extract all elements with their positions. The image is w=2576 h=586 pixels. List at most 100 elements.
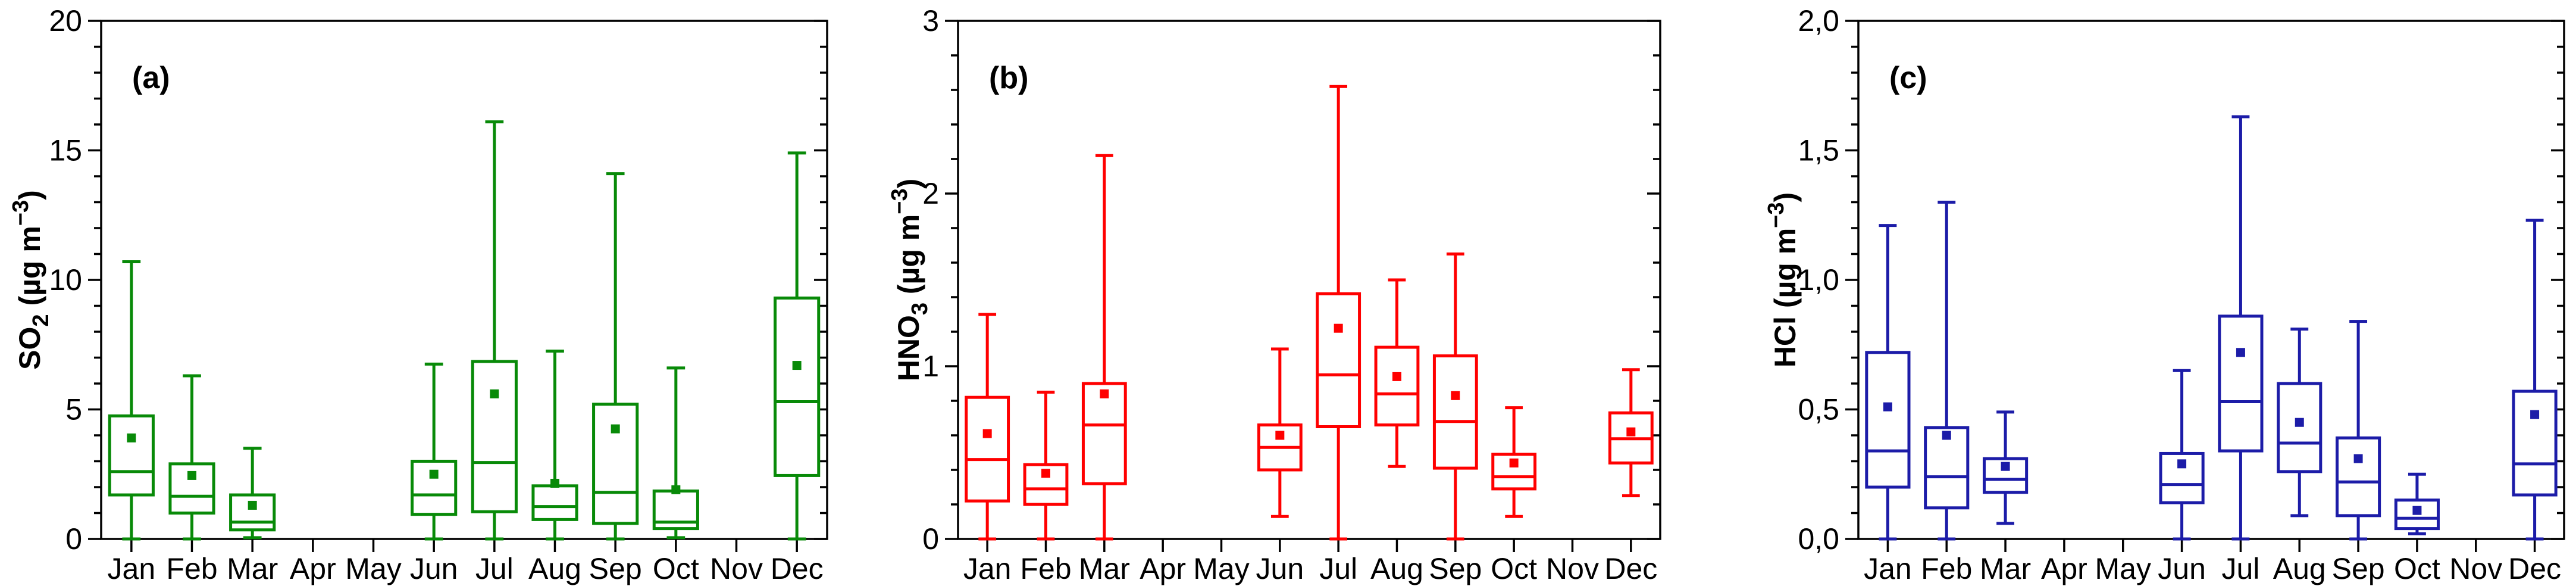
panel-letter: (c) xyxy=(1889,61,1927,95)
x-tick-label-mar: Mar xyxy=(1079,552,1130,585)
iqr-box xyxy=(229,493,276,532)
mean-marker xyxy=(187,470,196,480)
x-tick-label-jan: Jan xyxy=(963,552,1012,585)
iqr-box xyxy=(1081,382,1127,485)
plot-frame xyxy=(957,20,1661,540)
x-tick-label-jul: Jul xyxy=(2221,552,2259,585)
boxplot-feb xyxy=(1924,201,1970,541)
mean-marker xyxy=(1942,431,1951,440)
mean-marker xyxy=(550,478,559,488)
boxplot-dec xyxy=(1608,368,1654,497)
mean-marker xyxy=(2001,462,2010,471)
boxplot-jul xyxy=(1316,85,1361,541)
iqr-box xyxy=(2512,389,2558,497)
boxplot-feb xyxy=(1023,391,1069,541)
x-tick-label-jan: Jan xyxy=(108,552,156,585)
mean-marker xyxy=(982,429,992,438)
panel-a-so2-chart: 0 5 10 15 20 Jan Feb Mar Apr May Jun Jul Aug Sep Oct No… xyxy=(8,4,828,585)
boxplot-jun xyxy=(2159,369,2205,541)
boxplot-dec xyxy=(774,151,821,541)
x-tick-label-sep: Sep xyxy=(1429,552,1482,585)
x-tick-label-jun: Jun xyxy=(1256,552,1304,585)
x-tick-label-dec: Dec xyxy=(771,552,824,585)
boxplot-jul xyxy=(2218,115,2264,541)
x-tick-label-mar: Mar xyxy=(1980,552,2031,585)
boxplot-dec xyxy=(2512,219,2558,541)
iqr-box xyxy=(1316,292,1361,429)
x-axis: Jan Feb Mar Apr May Jun Jul Aug Sep Oct Nov Dec xyxy=(1864,539,2561,585)
mean-marker xyxy=(1392,372,1401,381)
mean-marker xyxy=(1883,402,1892,412)
x-tick-label-aug: Aug xyxy=(2273,552,2326,585)
x-tick-label-oct: Oct xyxy=(2394,552,2440,585)
x-tick-label-aug: Aug xyxy=(1370,552,1423,585)
x-tick-label-feb: Feb xyxy=(1020,552,1071,585)
boxplot-feb xyxy=(168,374,215,541)
boxplot-oct xyxy=(1491,406,1537,518)
y-tick-label: 0 xyxy=(65,522,82,556)
boxplot-sep xyxy=(592,172,639,541)
mean-marker xyxy=(1275,431,1285,440)
iqr-box xyxy=(471,360,518,513)
x-tick-label-jul: Jul xyxy=(475,552,514,585)
mean-marker xyxy=(2295,417,2304,427)
iqr-box xyxy=(108,414,155,497)
x-tick-label-sep: Sep xyxy=(589,552,642,585)
x-tick-label-nov: Nov xyxy=(2449,552,2502,585)
boxplot-sep xyxy=(2336,320,2381,541)
iqr-box xyxy=(2277,382,2323,473)
mean-marker xyxy=(792,361,802,370)
mean-marker xyxy=(2530,410,2540,419)
y-tick-label: 15 xyxy=(49,134,82,167)
iqr-box xyxy=(531,484,578,521)
iqr-box xyxy=(774,296,821,477)
x-tick-label-aug: Aug xyxy=(528,552,581,585)
x-tick-label-mar: Mar xyxy=(227,552,278,585)
x-tick-label-oct: Oct xyxy=(1491,552,1537,585)
x-tick-label-dec: Dec xyxy=(2508,552,2561,585)
mean-marker xyxy=(1509,458,1519,467)
y-tick-label: 2,0 xyxy=(1798,4,1839,38)
iqr-box xyxy=(1924,426,1970,510)
boxplot-jun xyxy=(1257,347,1303,518)
x-tick-label-may: May xyxy=(345,552,401,585)
boxplot-aug xyxy=(2277,328,2323,518)
x-axis: Jan Feb Mar Apr May Jun Jul Aug Sep Oct Nov Dec xyxy=(108,539,824,585)
y-axis: 0 1 2 3 xyxy=(922,4,1660,556)
mean-marker xyxy=(127,433,136,442)
boxplot-aug xyxy=(1374,278,1420,468)
y-axis: 0 5 10 15 20 xyxy=(49,4,827,556)
y-tick-label: 5 xyxy=(65,393,82,426)
x-tick-label-feb: Feb xyxy=(166,552,217,585)
boxplot-mar xyxy=(1081,154,1127,541)
mean-marker xyxy=(490,389,499,398)
x-tick-label-sep: Sep xyxy=(2332,552,2385,585)
iqr-box xyxy=(592,403,639,525)
boxplot-aug xyxy=(531,350,578,541)
x-tick-label-jan: Jan xyxy=(1864,552,1912,585)
iqr-box xyxy=(411,460,458,516)
plot-frame xyxy=(100,20,828,540)
iqr-box xyxy=(965,395,1010,503)
y-axis-title: HNO3 (µg m−3) xyxy=(887,179,932,381)
mean-marker xyxy=(2177,459,2187,469)
x-tick-label-apr: Apr xyxy=(1140,552,1186,585)
y-axis-title: HCl (µg m−3) xyxy=(1764,192,1802,367)
panel-letter: (b) xyxy=(989,61,1028,95)
iqr-box xyxy=(1432,354,1478,470)
mean-marker xyxy=(2412,506,2422,515)
x-tick-label-jul: Jul xyxy=(1319,552,1357,585)
mean-marker xyxy=(1626,427,1636,437)
y-tick-label: 0 xyxy=(922,522,939,556)
boxplot-jan xyxy=(965,313,1010,541)
mean-marker xyxy=(2353,454,2363,463)
mean-marker xyxy=(1041,469,1050,478)
panel-c-hcl-chart: 0,0 0,5 1,0 1,5 2,0 Jan Feb Mar Apr May Jun Jul Aug S… xyxy=(1764,4,2565,585)
y-tick-label: 1 xyxy=(922,350,939,383)
x-tick-label-apr: Apr xyxy=(2041,552,2087,585)
iqr-box xyxy=(1374,345,1420,427)
x-tick-label-dec: Dec xyxy=(1604,552,1657,585)
x-tick-label-jun: Jun xyxy=(2158,552,2206,585)
boxplot-oct xyxy=(2394,472,2440,535)
